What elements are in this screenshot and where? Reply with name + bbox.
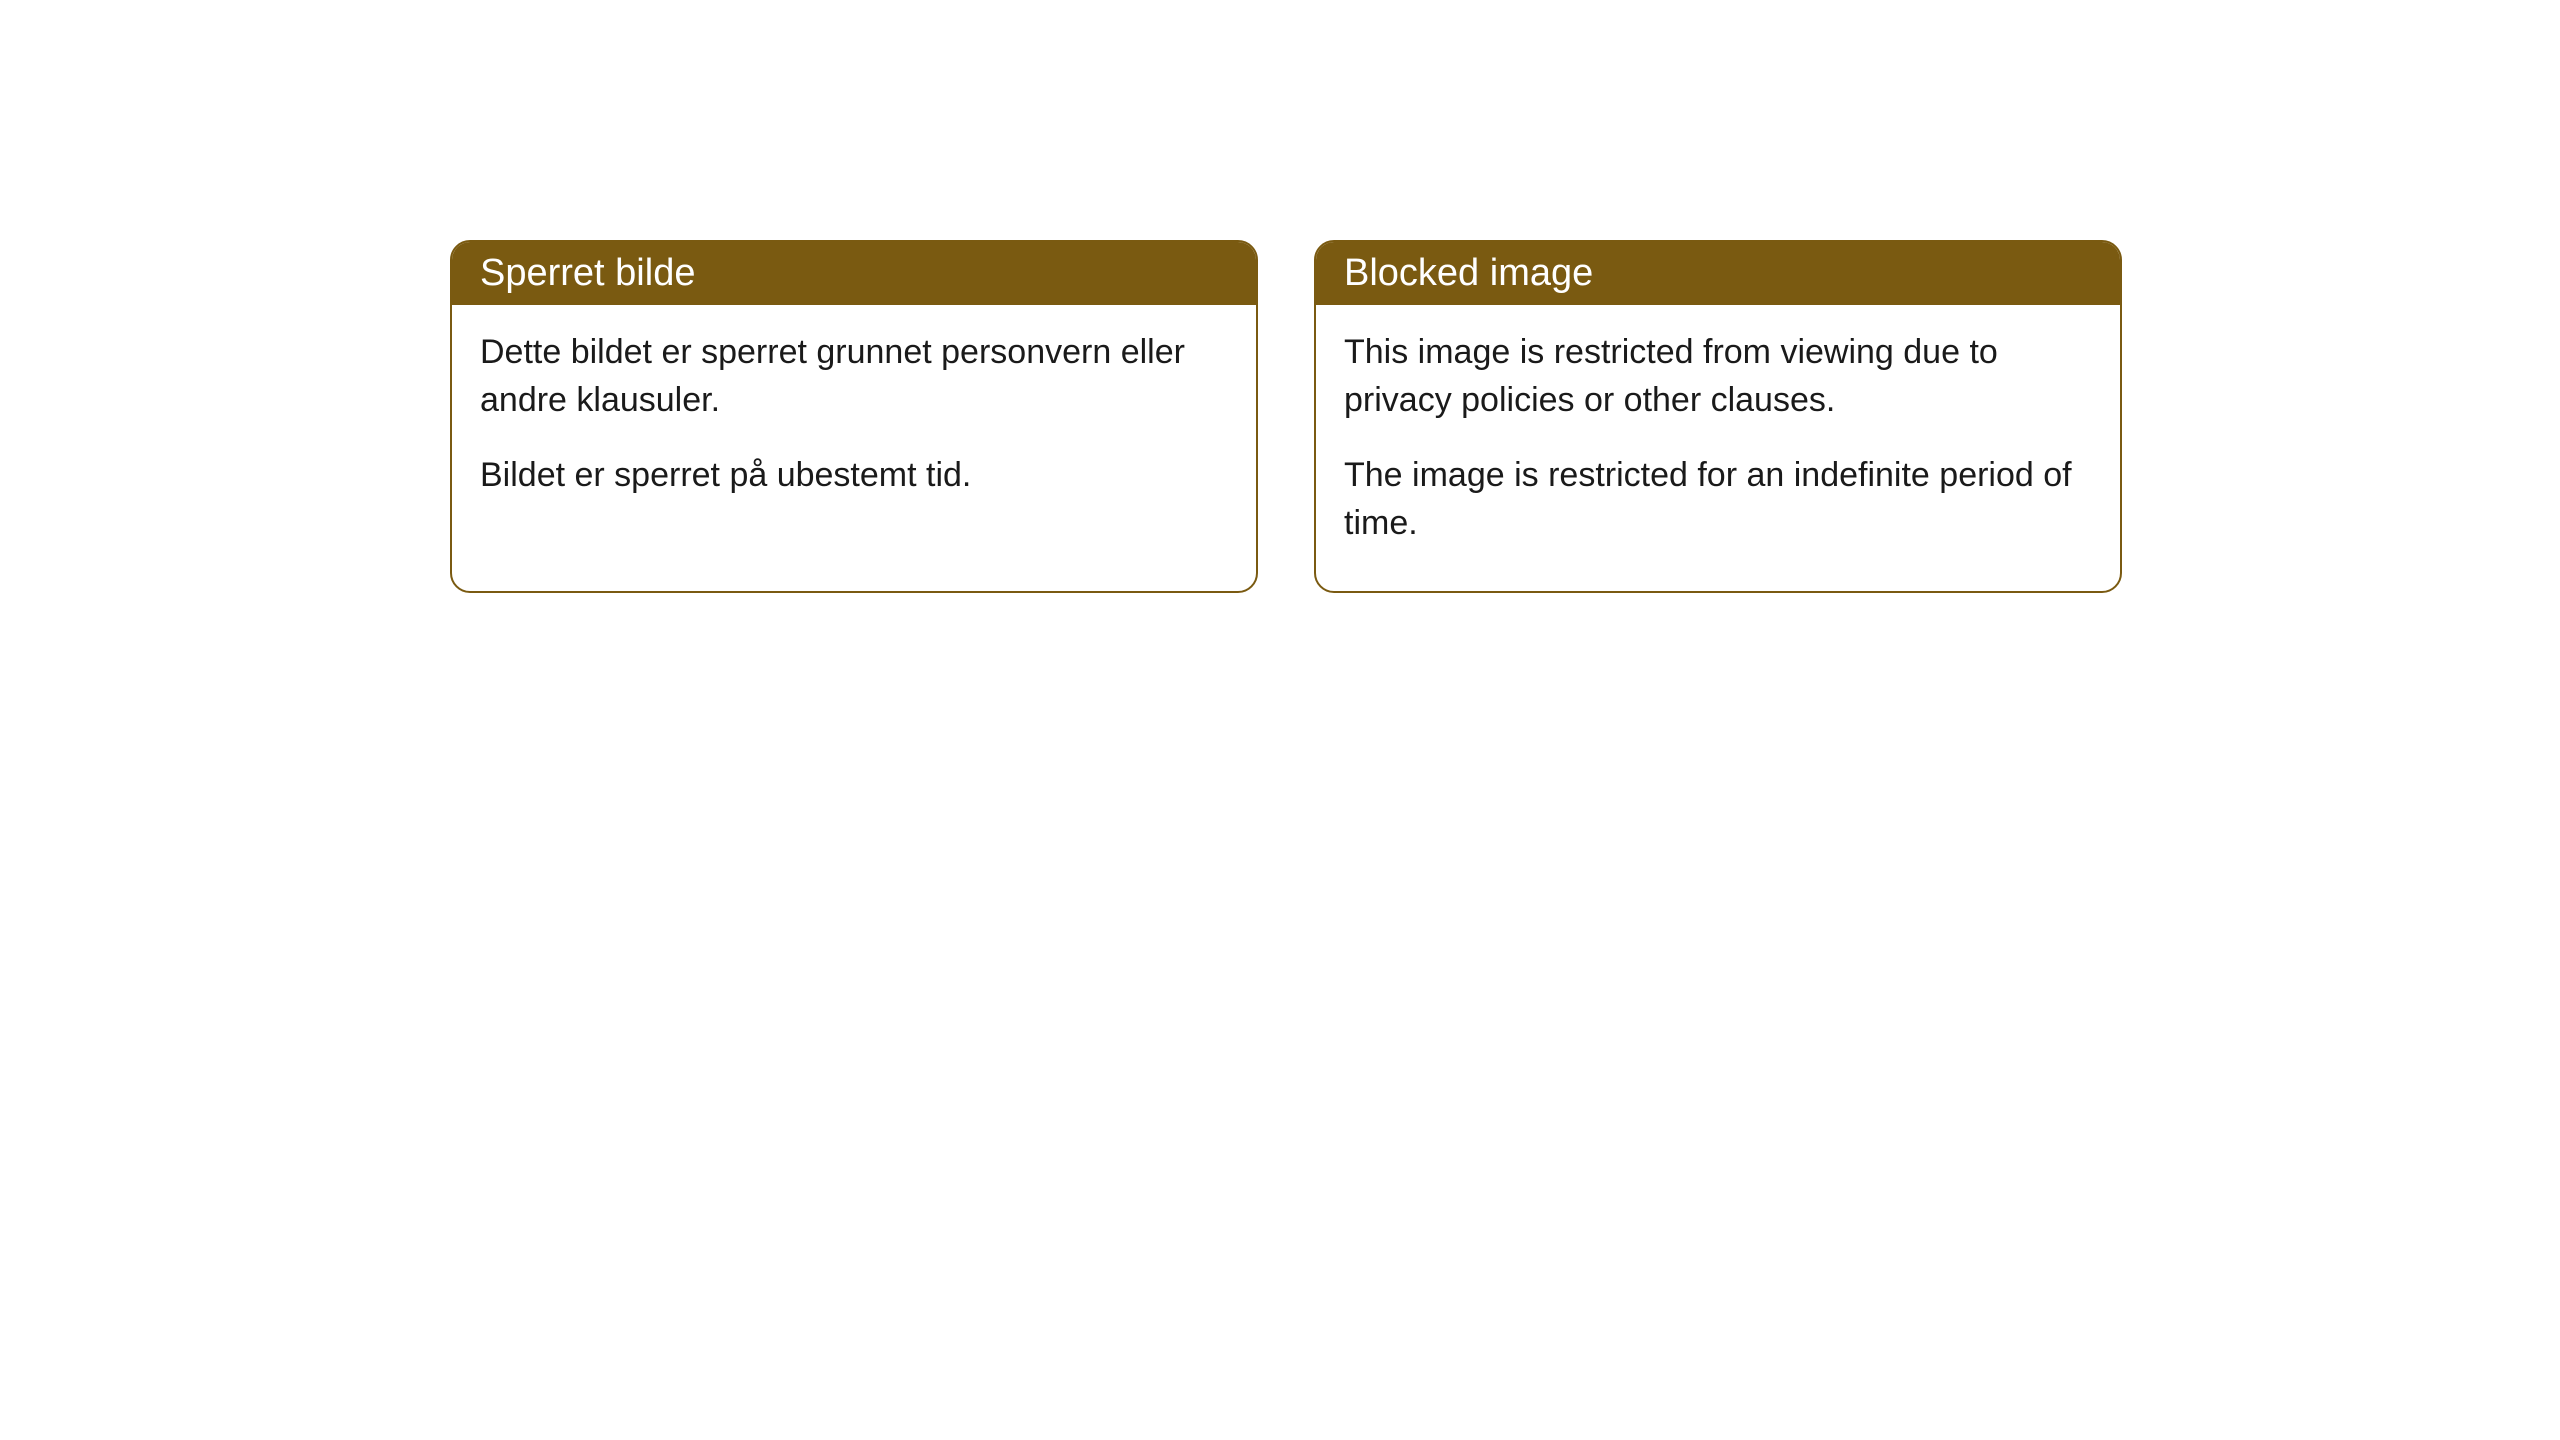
card-paragraph: The image is restricted for an indefinit… <box>1344 452 2092 547</box>
notice-card-norwegian: Sperret bilde Dette bildet er sperret gr… <box>450 240 1258 593</box>
notice-card-english: Blocked image This image is restricted f… <box>1314 240 2122 593</box>
notice-cards-container: Sperret bilde Dette bildet er sperret gr… <box>450 240 2122 593</box>
card-body-english: This image is restricted from viewing du… <box>1316 305 2120 591</box>
card-header-english: Blocked image <box>1316 242 2120 305</box>
card-header-norwegian: Sperret bilde <box>452 242 1256 305</box>
card-paragraph: Dette bildet er sperret grunnet personve… <box>480 329 1228 424</box>
card-title: Sperret bilde <box>480 252 695 294</box>
card-paragraph: This image is restricted from viewing du… <box>1344 329 2092 424</box>
card-title: Blocked image <box>1344 252 1593 294</box>
card-body-norwegian: Dette bildet er sperret grunnet personve… <box>452 305 1256 544</box>
card-paragraph: Bildet er sperret på ubestemt tid. <box>480 452 1228 500</box>
